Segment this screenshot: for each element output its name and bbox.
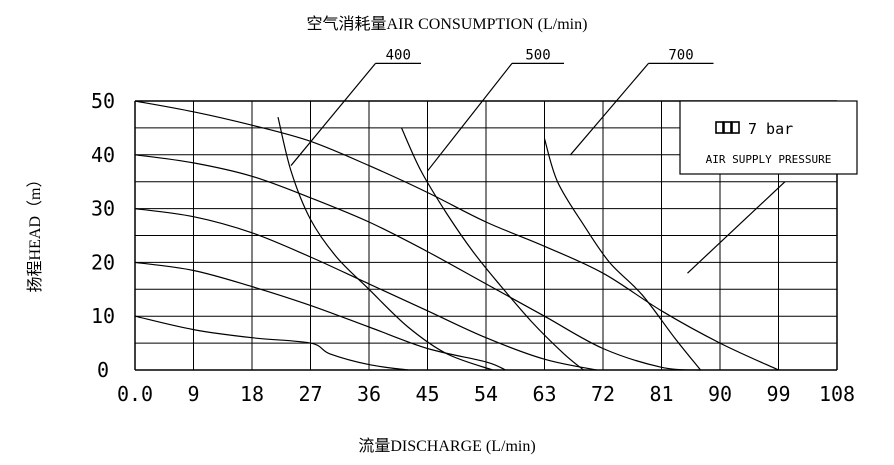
pressure-curve bbox=[134, 315, 409, 371]
consumption-curve-500 bbox=[400, 127, 584, 371]
x-tick-label: 0.0 bbox=[117, 382, 153, 406]
x-tick-label: 27 bbox=[298, 382, 322, 406]
x-tick-label: 99 bbox=[766, 382, 790, 406]
legend-pressure-caption: AIR SUPPLY PRESSURE bbox=[706, 153, 832, 166]
legend-box bbox=[679, 100, 858, 175]
legend-pressure-value: 7 bar bbox=[748, 120, 793, 138]
callout-label-700: 700 bbox=[668, 47, 693, 63]
callout-leader-400 bbox=[290, 62, 376, 166]
callout-leader-700 bbox=[570, 62, 649, 156]
y-tick-label: 20 bbox=[91, 250, 115, 274]
callout-label-400: 400 bbox=[386, 47, 411, 63]
x-tick-label: 9 bbox=[187, 382, 199, 406]
x-tick-label: 72 bbox=[591, 382, 615, 406]
legend-glyph-icon bbox=[715, 121, 740, 134]
pressure-curve bbox=[134, 208, 597, 371]
x-tick-label: 108 bbox=[819, 382, 855, 406]
pressure-curve bbox=[134, 100, 779, 371]
y-tick-label: 10 bbox=[91, 304, 115, 328]
consumption-curve-700 bbox=[543, 138, 701, 371]
consumption-curve-400 bbox=[277, 116, 493, 371]
x-tick-label: 45 bbox=[415, 382, 439, 406]
legend-pointer-line bbox=[687, 181, 786, 274]
legend-glyph-mark bbox=[723, 121, 732, 134]
pressure-curve bbox=[134, 261, 506, 371]
legend-glyph-mark bbox=[715, 121, 724, 134]
x-tick-label: 81 bbox=[649, 382, 673, 406]
pressure-curve bbox=[134, 154, 701, 371]
x-tick-label: 36 bbox=[357, 382, 381, 406]
y-tick-label: 0 bbox=[97, 358, 109, 382]
legend-glyph-mark bbox=[731, 121, 740, 134]
x-tick-label: 54 bbox=[474, 382, 498, 406]
callout-label-500: 500 bbox=[525, 47, 550, 63]
x-tick-label: 63 bbox=[532, 382, 556, 406]
y-tick-label: 30 bbox=[91, 197, 115, 221]
chart-title: 空气消耗量AIR CONSUMPTION (L/min) bbox=[306, 16, 588, 33]
x-axis-label: 流量DISCHARGE (L/min) bbox=[358, 438, 536, 455]
callout-leader-500 bbox=[427, 62, 513, 172]
y-tick-label: 40 bbox=[91, 143, 115, 167]
x-tick-label: 90 bbox=[708, 382, 732, 406]
x-tick-label: 18 bbox=[240, 382, 264, 406]
y-tick-label: 50 bbox=[91, 89, 115, 113]
